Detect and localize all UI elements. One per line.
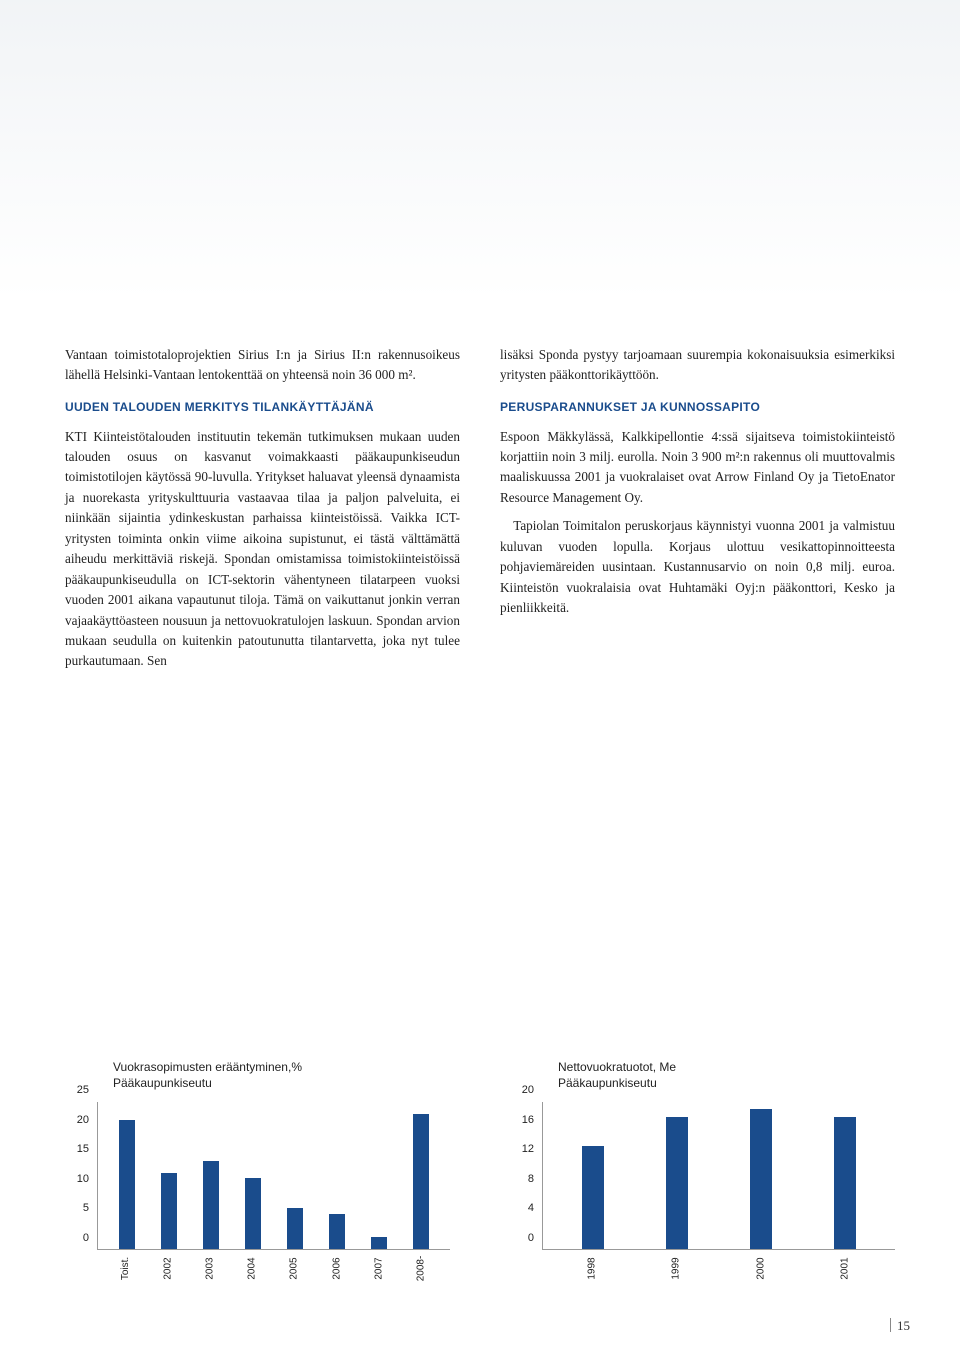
x-label: 2005	[289, 1257, 300, 1279]
x-label-slot: 1998	[550, 1252, 634, 1272]
x-label-slot: 2004	[231, 1252, 273, 1272]
x-label-slot: Toist.	[105, 1252, 147, 1272]
bar	[750, 1109, 772, 1249]
right-body1: Espoon Mäkkylässä, Kalkkipellontie 4:ssä…	[500, 427, 895, 509]
bar-slot	[106, 1102, 148, 1249]
bar	[329, 1214, 345, 1249]
left-heading: UUDEN TALOUDEN MERKITYS TILANKÄYTTÄJÄNÄ	[65, 398, 460, 417]
charts-row: Vuokrasopimusten erääntyminen,% Pääkaupu…	[65, 1060, 895, 1272]
y-tick: 5	[83, 1202, 89, 1214]
right-intro: lisäksi Sponda pystyy tarjoamaan suuremp…	[500, 345, 895, 386]
right-body2: Tapiolan Toimitalon peruskorjaus käynnis…	[500, 516, 895, 618]
chart2-title: Nettovuokratuotot, Me	[558, 1060, 895, 1074]
x-label: 2002	[163, 1257, 174, 1279]
x-label: 2000	[755, 1257, 766, 1279]
chart-net-rent: Nettovuokratuotot, Me Pääkaupunkiseutu 0…	[510, 1060, 895, 1272]
bar-slot	[232, 1102, 274, 1249]
chart2-x-labels: 1998199920002001	[542, 1252, 895, 1272]
y-tick: 8	[528, 1173, 534, 1185]
x-label-slot: 2005	[274, 1252, 316, 1272]
page-number-rule	[890, 1318, 891, 1332]
bar	[582, 1146, 604, 1249]
bar-slot	[316, 1102, 358, 1249]
x-label: 1999	[671, 1257, 682, 1279]
y-tick: 4	[528, 1202, 534, 1214]
page-number: 15	[890, 1318, 910, 1334]
bar-slot	[190, 1102, 232, 1249]
x-label: 2007	[373, 1257, 384, 1279]
x-label: 2003	[205, 1257, 216, 1279]
bar	[161, 1173, 177, 1249]
background-photo-fade	[0, 0, 960, 300]
y-tick: 16	[522, 1114, 534, 1126]
page-number-value: 15	[897, 1318, 910, 1333]
chart1-plot: 0510152025 Toist.20022003200420052006200…	[65, 1102, 450, 1272]
chart2-y-axis: 048121620	[510, 1102, 538, 1250]
x-label: 2001	[839, 1257, 850, 1279]
x-label: Toist.	[121, 1257, 132, 1280]
x-label: 2008-	[415, 1256, 426, 1282]
chart1-x-labels: Toist.2002200320042005200620072008-	[97, 1252, 450, 1272]
chart2-subtitle: Pääkaupunkiseutu	[558, 1076, 895, 1090]
left-body: KTI Kiinteistötalouden instituutin tekem…	[65, 427, 460, 672]
bar	[371, 1237, 387, 1249]
x-label-slot: 2003	[189, 1252, 231, 1272]
chart2-bars	[543, 1102, 895, 1249]
bar-slot	[358, 1102, 400, 1249]
bar-slot	[400, 1102, 442, 1249]
chart1-title: Vuokrasopimusten erääntyminen,%	[113, 1060, 450, 1074]
right-column: lisäksi Sponda pystyy tarjoamaan suuremp…	[500, 345, 895, 680]
bar	[834, 1117, 856, 1249]
text-columns: Vantaan toimistotaloprojektien Sirius I:…	[65, 345, 895, 680]
y-tick: 10	[77, 1173, 89, 1185]
chart1-y-axis: 0510152025	[65, 1102, 93, 1250]
x-label-slot: 1999	[634, 1252, 718, 1272]
left-intro: Vantaan toimistotaloprojektien Sirius I:…	[65, 345, 460, 386]
bar-slot	[148, 1102, 190, 1249]
x-label-slot: 2008-	[400, 1252, 442, 1272]
bar	[287, 1208, 303, 1249]
y-tick: 25	[77, 1084, 89, 1096]
x-label-slot: 2000	[719, 1252, 803, 1272]
y-tick: 0	[83, 1232, 89, 1244]
chart1-bars	[98, 1102, 450, 1249]
right-heading: PERUSPARANNUKSET JA KUNNOSSAPITO	[500, 398, 895, 417]
y-tick: 20	[522, 1084, 534, 1096]
x-label-slot: 2006	[316, 1252, 358, 1272]
chart-lease-expiry: Vuokrasopimusten erääntyminen,% Pääkaupu…	[65, 1060, 450, 1272]
bar	[413, 1114, 429, 1249]
y-tick: 20	[77, 1114, 89, 1126]
bar-slot	[719, 1102, 803, 1249]
chart2-plot-area	[542, 1102, 895, 1250]
x-label-slot: 2002	[147, 1252, 189, 1272]
chart1-subtitle: Pääkaupunkiseutu	[113, 1076, 450, 1090]
x-label: 1998	[587, 1257, 598, 1279]
y-tick: 15	[77, 1143, 89, 1155]
bar	[666, 1117, 688, 1249]
chart2-plot: 048121620 1998199920002001	[510, 1102, 895, 1272]
x-label-slot: 2001	[803, 1252, 887, 1272]
bar-slot	[551, 1102, 635, 1249]
x-label: 2004	[247, 1257, 258, 1279]
x-label-slot: 2007	[358, 1252, 400, 1272]
left-column: Vantaan toimistotaloprojektien Sirius I:…	[65, 345, 460, 680]
y-tick: 12	[522, 1143, 534, 1155]
bar-slot	[635, 1102, 719, 1249]
bar-slot	[803, 1102, 887, 1249]
chart1-plot-area	[97, 1102, 450, 1250]
x-label: 2006	[331, 1257, 342, 1279]
bar	[245, 1178, 261, 1249]
bar-slot	[274, 1102, 316, 1249]
y-tick: 0	[528, 1232, 534, 1244]
bar	[119, 1120, 135, 1249]
bar	[203, 1161, 219, 1249]
